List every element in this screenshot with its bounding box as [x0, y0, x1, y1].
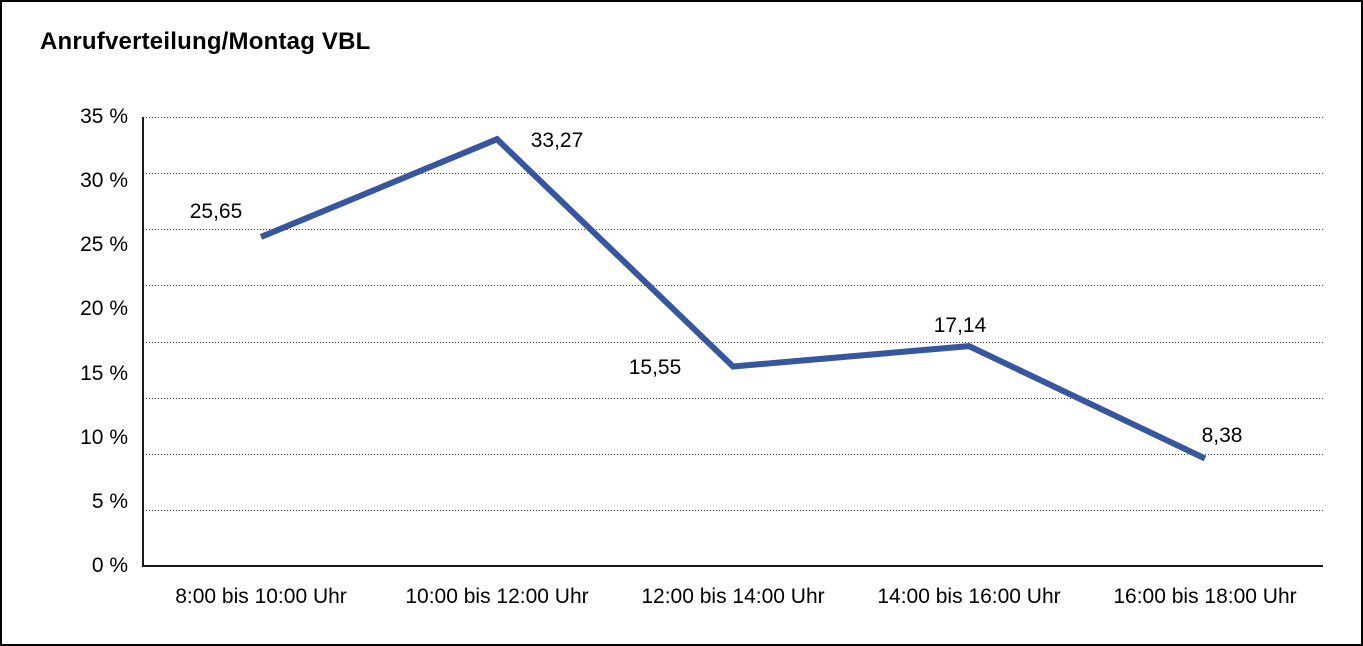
gridline: [143, 341, 1323, 343]
data-label: 17,14: [933, 314, 987, 338]
data-label: 33,27: [530, 129, 584, 153]
data-label: 8,38: [1201, 424, 1243, 448]
y-tick-label: 35 %: [80, 105, 128, 128]
line-series: [259, 135, 1207, 462]
x-axis-line: [142, 565, 1323, 567]
gridline: [143, 117, 1323, 118]
series-line: [259, 135, 1207, 462]
x-category-label: 16:00 bis 18:00 Uhr: [1113, 585, 1297, 608]
x-category-label: 14:00 bis 16:00 Uhr: [877, 585, 1061, 608]
chart-title: Anrufverteilung/Montag VBL: [40, 28, 371, 55]
y-tick-label: 10 %: [80, 425, 128, 449]
data-label: 15,55: [628, 355, 682, 379]
gridline: [143, 229, 1323, 231]
y-tick-label: 25 %: [80, 233, 128, 257]
x-category-label: 12:00 bis 14:00 Uhr: [641, 585, 825, 608]
gridline: [143, 285, 1323, 287]
y-tick-label: 5 %: [91, 489, 128, 513]
gridline: [143, 397, 1323, 399]
y-axis-line: [142, 117, 144, 566]
x-category-label: 8:00 bis 10:00 Uhr: [175, 585, 347, 608]
y-tick-label: 30 %: [80, 169, 128, 193]
gridline: [143, 509, 1323, 511]
y-tick-label: 15 %: [80, 361, 128, 385]
plot-area: [142, 117, 1323, 567]
y-tick-label: 0 %: [91, 554, 128, 577]
x-category-label: 10:00 bis 12:00 Uhr: [405, 585, 589, 608]
y-tick-label: 20 %: [80, 297, 128, 321]
data-label: 25,65: [189, 199, 243, 223]
gridline: [143, 173, 1323, 175]
gridline: [143, 453, 1323, 455]
